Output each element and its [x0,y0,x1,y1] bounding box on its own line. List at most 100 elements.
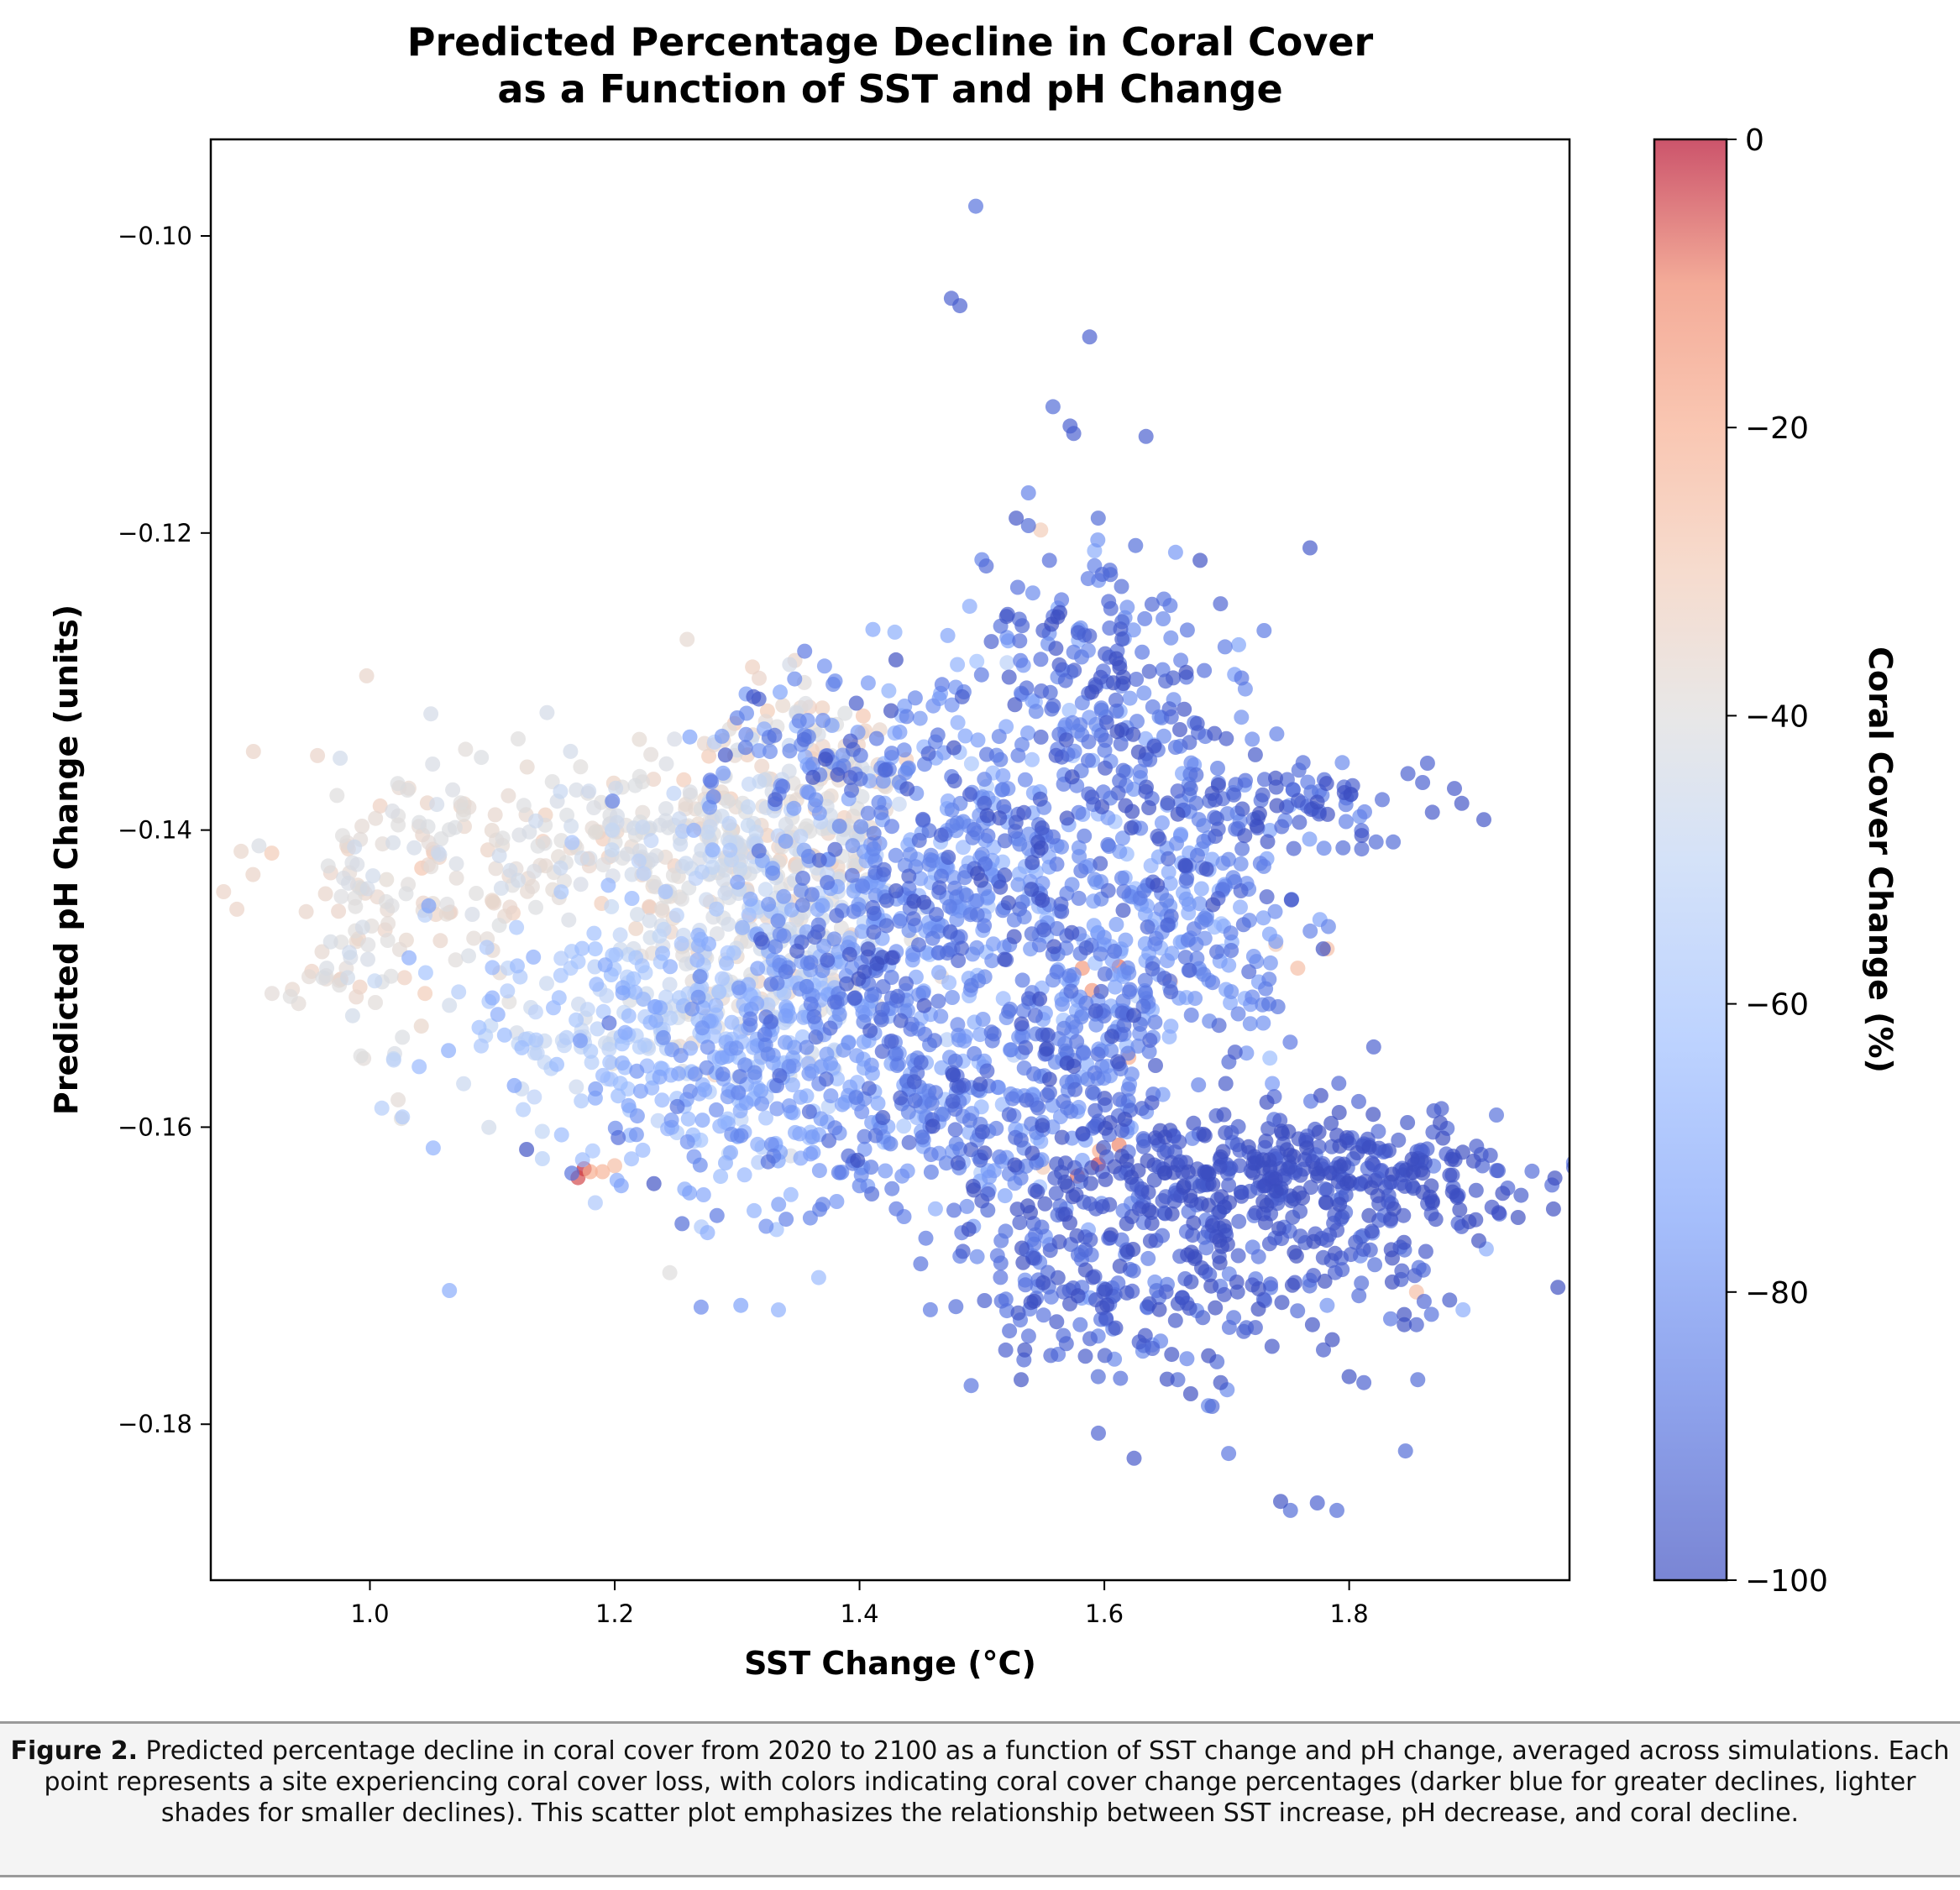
scatter-point [406,840,422,856]
scatter-point [793,1089,809,1105]
scatter-point [1132,763,1148,779]
scatter-point [1124,1066,1140,1082]
scatter-point [1129,714,1145,730]
scatter-point [527,863,542,879]
scatter-point [1258,1133,1274,1149]
scatter-point [1035,1307,1051,1323]
scatter-point [711,984,727,1000]
scatter-point [1250,1281,1266,1296]
scatter-point [643,746,659,762]
scatter-point [1122,982,1138,997]
scatter-point [1259,889,1275,905]
scatter-point [676,772,692,788]
scatter-point [946,773,962,789]
scatter-point [888,883,904,898]
scatter-point [1400,766,1416,782]
scatter-point [694,1020,710,1036]
scatter-point [929,907,944,923]
scatter-point [1038,1041,1054,1057]
scatter-point [1216,1218,1232,1234]
scatter-point [485,893,500,908]
scatter-point [1292,1167,1308,1183]
scatter-point [1001,669,1017,685]
scatter-point [342,945,358,961]
scatter-point [1160,795,1176,811]
scatter-point [1114,1005,1130,1021]
scatter-point [921,823,937,839]
scatter-point [1292,814,1308,830]
scatter-point [1320,919,1336,935]
scatter-point [1108,917,1124,932]
scatter-point [682,1185,698,1201]
scatter-point [795,871,810,886]
scatter-point [333,751,349,766]
scatter-point [942,924,958,940]
scatter-point [539,976,554,992]
scatter-point [1285,1209,1301,1225]
scatter-point [1199,1164,1215,1180]
scatter-point [1045,399,1061,415]
scatter-point [1161,701,1177,717]
scatter-point [1172,722,1187,737]
scatter-point [631,853,647,869]
scatter-point [1316,840,1332,856]
scatter-point [648,1013,664,1029]
scatter-point [988,1120,1004,1136]
scatter-point [1166,670,1181,686]
scatter-point [1125,1263,1141,1279]
scatter-point [1318,1195,1334,1211]
scatter-point [1510,1210,1526,1225]
scatter-point [806,1008,822,1024]
scatter-point [1024,882,1040,898]
scatter-point [1066,662,1082,678]
scatter-point [584,1055,600,1071]
scatter-point [245,744,261,759]
scatter-point [1262,823,1278,838]
scatter-point [1058,732,1074,748]
scatter-point [1419,756,1435,771]
x-axis-label: SST Change (°C) [744,1645,1036,1682]
scatter-point [1361,1139,1377,1155]
y-axis-ticks: −0.10 −0.12 −0.14 −0.16 −0.18 [118,222,211,1438]
scatter-point [951,1079,967,1095]
scatter-point [1087,1003,1103,1018]
scatter-point [1107,979,1123,995]
scatter-point [680,1111,696,1127]
scatter-point [1284,1277,1300,1293]
scatter-point [925,930,941,946]
scatter-point [1259,1094,1275,1110]
scatter-point [1017,772,1033,788]
scatter-point [1397,1178,1412,1194]
colorbar-tick-label: −100 [1745,1564,1828,1599]
scatter-point [587,941,603,957]
scatter-point [1091,1425,1106,1441]
scatter-point [751,843,767,859]
scatter-point [390,1092,406,1107]
scatter-point [480,842,495,858]
scatter-point [654,1092,670,1108]
scatter-point [969,940,985,955]
scatter-point [1185,1228,1201,1243]
scatter-point [615,985,631,1001]
scatter-point [1075,1126,1091,1142]
scatter-point [869,955,885,971]
scatter-point [1423,1306,1439,1322]
scatter-point [702,772,718,788]
scatter-point [1268,770,1283,786]
y-tick-label: −0.12 [118,519,192,547]
scatter-point [1227,1044,1243,1060]
scatter-point [781,1098,797,1114]
scatter-point [432,846,448,862]
scatter-point [957,728,973,744]
scatter-point [1433,1115,1448,1131]
scatter-point [790,859,805,875]
scatter-point [789,943,805,959]
scatter-point [1055,997,1070,1012]
scatter-point [731,980,747,996]
scatter-point [878,918,894,934]
scatter-point [678,856,694,872]
scatter-point [1040,1027,1056,1043]
scatter-point [573,759,589,775]
scatter-point [775,698,791,714]
scatter-point [539,704,555,720]
